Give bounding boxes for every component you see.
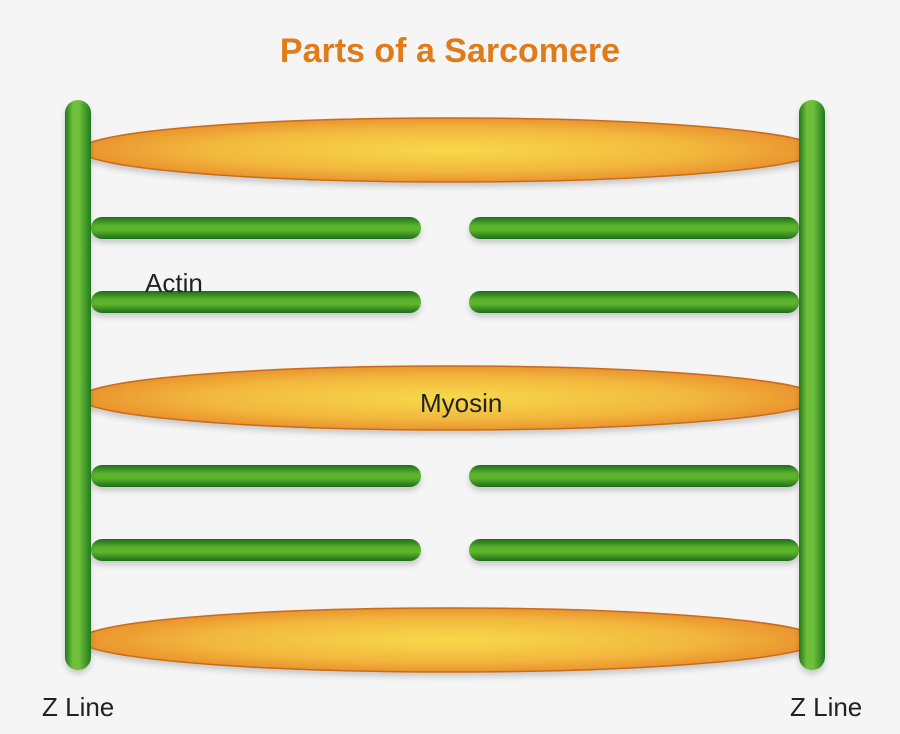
actin-left-1 xyxy=(91,291,421,313)
myosin-filament-0 xyxy=(80,118,820,182)
diagram-title: Parts of a Sarcomere xyxy=(0,32,900,71)
actin-left-3 xyxy=(91,539,421,561)
actin-left-0 xyxy=(91,217,421,239)
actin-right-2 xyxy=(469,465,799,487)
sarcomere-diagram xyxy=(0,0,900,734)
zline-right-label: Z Line xyxy=(790,692,862,723)
zline-left-label: Z Line xyxy=(42,692,114,723)
z-line-left xyxy=(65,100,91,670)
actin-right-0 xyxy=(469,217,799,239)
actin-right-1 xyxy=(469,291,799,313)
actin-right-3 xyxy=(469,539,799,561)
myosin-filament-2 xyxy=(80,608,820,672)
actin-label: Actin xyxy=(145,268,203,299)
actin-left-2 xyxy=(91,465,421,487)
z-line-right xyxy=(799,100,825,670)
myosin-label: Myosin xyxy=(420,388,502,419)
